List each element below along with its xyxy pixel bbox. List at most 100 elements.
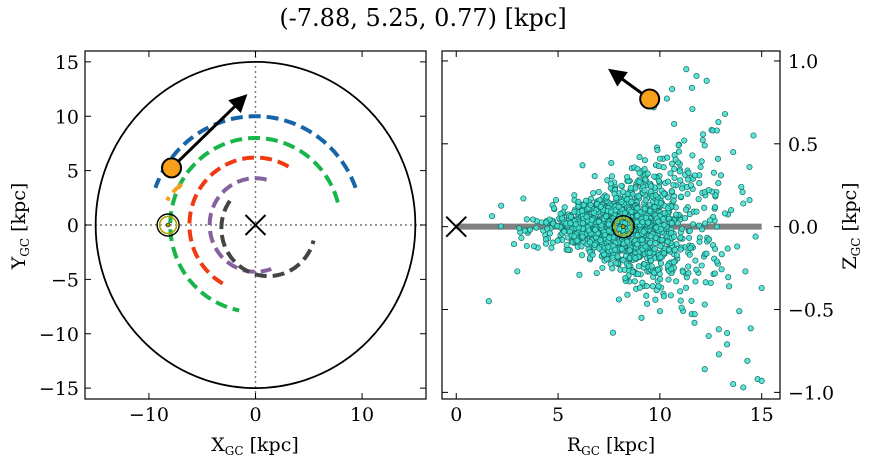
star-point bbox=[628, 198, 635, 205]
star-point bbox=[669, 86, 676, 93]
star-point bbox=[554, 223, 561, 230]
star-point bbox=[724, 330, 731, 337]
star-point bbox=[696, 180, 703, 187]
star-point bbox=[608, 173, 615, 180]
star-point bbox=[695, 196, 702, 203]
star-point bbox=[648, 257, 655, 264]
star-point bbox=[671, 174, 678, 181]
y-tick-label: −1.0 bbox=[788, 382, 834, 404]
star-point bbox=[647, 239, 654, 246]
star-point bbox=[692, 278, 699, 285]
star-point bbox=[644, 300, 651, 307]
star-point bbox=[673, 211, 680, 218]
star-point bbox=[736, 308, 743, 315]
star-point bbox=[718, 251, 725, 258]
star-point bbox=[715, 351, 722, 358]
star-point bbox=[703, 250, 710, 257]
star-point bbox=[692, 257, 699, 264]
star-point bbox=[613, 194, 620, 202]
star-point bbox=[688, 297, 695, 304]
star-point bbox=[597, 203, 604, 210]
star-point bbox=[620, 188, 627, 195]
star-point bbox=[679, 185, 686, 192]
star-point bbox=[660, 293, 667, 300]
y-tick-label: 15 bbox=[55, 52, 79, 74]
star-point bbox=[687, 182, 695, 189]
star-point bbox=[677, 297, 684, 304]
y-tick-label: 1.0 bbox=[788, 51, 818, 73]
star-point bbox=[675, 142, 682, 149]
star-point bbox=[707, 279, 714, 287]
y-tick-label: −15 bbox=[39, 378, 79, 400]
star-point bbox=[713, 258, 720, 265]
star-point bbox=[724, 341, 731, 348]
star-point bbox=[711, 270, 718, 277]
star-point bbox=[527, 226, 534, 233]
star-point bbox=[685, 169, 692, 176]
star-point bbox=[714, 155, 722, 162]
star-point bbox=[649, 283, 656, 290]
object-marker bbox=[161, 157, 183, 179]
star-point bbox=[587, 202, 594, 209]
star-point bbox=[520, 195, 527, 202]
star-point bbox=[691, 172, 698, 179]
y-tick-label: 0.5 bbox=[788, 134, 818, 156]
y-tick-label: −0.5 bbox=[788, 300, 834, 322]
star-point bbox=[696, 238, 703, 245]
star-point bbox=[660, 250, 667, 257]
star-point bbox=[589, 251, 596, 258]
star-point bbox=[641, 205, 648, 212]
star-point bbox=[699, 137, 706, 144]
star-point bbox=[646, 249, 653, 256]
x-tick-label: 10 bbox=[648, 404, 672, 426]
star-point bbox=[702, 279, 709, 286]
star-point bbox=[703, 77, 710, 84]
star-point bbox=[576, 271, 583, 278]
star-point bbox=[670, 259, 677, 266]
star-point bbox=[721, 110, 729, 118]
star-point bbox=[681, 215, 689, 222]
sun-marker-center bbox=[620, 224, 626, 229]
star-point bbox=[718, 266, 725, 273]
star-point bbox=[685, 263, 692, 270]
star-point bbox=[686, 234, 693, 241]
star-point bbox=[689, 105, 696, 113]
star-point bbox=[693, 72, 700, 79]
star-point bbox=[652, 240, 659, 247]
star-point bbox=[715, 180, 722, 187]
star-point bbox=[575, 198, 582, 205]
sun-marker-center bbox=[165, 222, 171, 228]
star-point bbox=[603, 213, 610, 220]
star-point bbox=[701, 220, 709, 227]
star-point bbox=[614, 253, 621, 260]
galactic-center-marker bbox=[445, 215, 467, 238]
star-point bbox=[612, 246, 619, 253]
star-point bbox=[685, 176, 692, 183]
star-point bbox=[701, 142, 708, 149]
star-point bbox=[641, 166, 648, 173]
star-point bbox=[624, 173, 631, 181]
star-point bbox=[656, 308, 663, 315]
star-point bbox=[567, 220, 574, 227]
star-point bbox=[699, 131, 707, 138]
star-point bbox=[635, 193, 642, 200]
star-point bbox=[561, 204, 568, 211]
star-point bbox=[644, 170, 651, 177]
star-point bbox=[616, 225, 623, 232]
star-point bbox=[634, 241, 641, 248]
star-point bbox=[730, 381, 737, 388]
star-point bbox=[657, 226, 665, 233]
star-point bbox=[529, 216, 537, 223]
star-point bbox=[657, 260, 665, 267]
star-point bbox=[686, 251, 693, 258]
star-point bbox=[698, 158, 705, 165]
star-point bbox=[641, 187, 648, 194]
star-point bbox=[542, 240, 550, 247]
star-point bbox=[523, 216, 530, 223]
star-point bbox=[572, 221, 579, 228]
star-point bbox=[552, 197, 560, 204]
star-point bbox=[654, 266, 661, 273]
star-point bbox=[668, 220, 675, 227]
star-point bbox=[746, 197, 753, 204]
star-point bbox=[655, 218, 662, 225]
